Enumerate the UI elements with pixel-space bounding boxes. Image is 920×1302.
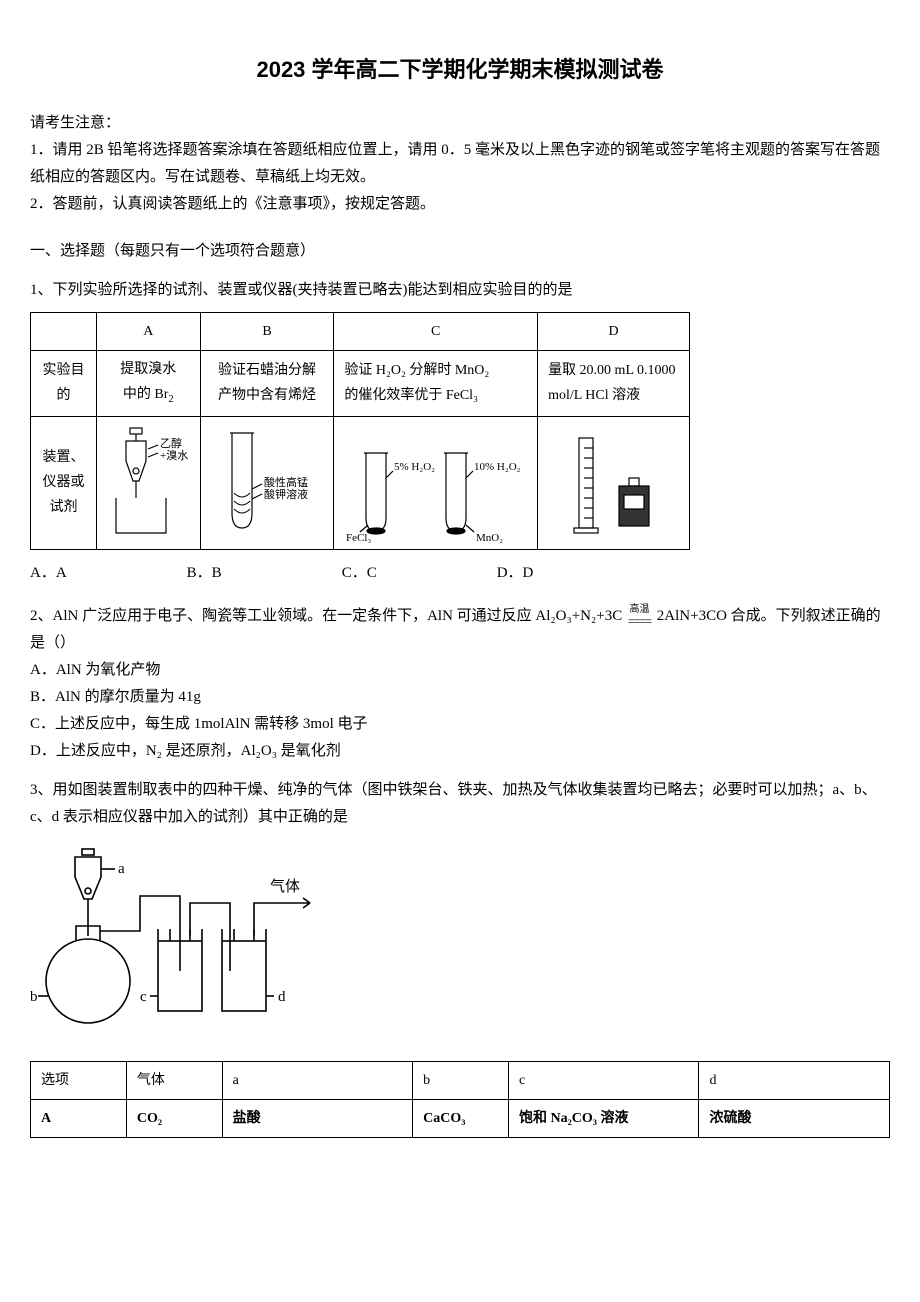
two-tubes-icon: 5% H₂O₂ 10% H₂O₂ FeCl₃ MnO₂: [346, 423, 526, 543]
q2-stem-pre: 2、AlN 广泛应用于电子、陶瓷等工业领域。在一定条件下，AlN 可通过反应 A…: [30, 608, 622, 624]
svgB-label2: 酸钾溶液: [264, 487, 308, 501]
svgB-label1: 酸性高锰: [264, 475, 308, 489]
q3-label-c: c: [140, 989, 147, 1005]
page-title: 2023 学年高二下学期化学期末模拟测试卷: [30, 50, 890, 90]
q3-h-gas: 气体: [126, 1061, 222, 1099]
instructions-lead: 请考生注意：: [30, 110, 890, 137]
q1-opt-D: D．D: [497, 560, 534, 587]
q1-apparatus-B: 酸性高锰 酸钾溶液: [200, 416, 334, 549]
q1-apparatus-A: 乙醇 +溴水: [96, 416, 200, 549]
q1-pB-l1: 验证石蜡油分解: [218, 363, 316, 378]
q3-A-c-b: 饱和 Na₂CO₃ 溶液: [519, 1111, 629, 1126]
q2-opt-A: A．AlN 为氧化产物: [30, 657, 890, 684]
q3-h-d: d: [699, 1061, 890, 1099]
q1-table-header: A B C D: [31, 312, 690, 350]
q3-label-b: b: [30, 989, 38, 1005]
q1-pA-l2: 中的 Br: [123, 387, 169, 402]
q1-opt-C: C．C: [342, 560, 377, 587]
svgC-label2: 10% H₂O₂: [474, 461, 521, 473]
q3-A-d: 浓硫酸: [699, 1099, 890, 1137]
instructions-line1: 1．请用 2B 铅笔将选择题答案涂填在答题纸相应位置上，请用 0．5 毫米及以上…: [30, 137, 890, 191]
q1-stem: 1、下列实验所选择的试剂、装置或仪器(夹持装置已略去)能达到相应实验目的的是: [30, 277, 890, 304]
q3-h-b: b: [413, 1061, 509, 1099]
q1-table: A B C D 实验目的 提取溴水 中的 Br2 验证石蜡油分解 产物中含有烯烃…: [30, 312, 690, 550]
q1-purpose-label: 实验目的: [31, 350, 97, 416]
q3-A-gas-b: CO₂: [137, 1111, 162, 1126]
q1-pD-l1: 量取 20.00 mL 0.1000: [548, 363, 675, 378]
svgA-label2: +溴水: [160, 448, 188, 462]
q1-opt-A: A．A: [30, 560, 67, 587]
q1-pC-l1: 验证 H₂O₂ 分解时 MnO₂: [344, 363, 489, 378]
q1-apparatus-label: 装置、仪器或试剂: [31, 416, 97, 549]
q1-pA-l1: 提取溴水: [120, 362, 176, 377]
q3-h-c: c: [508, 1061, 698, 1099]
q3-row-A: A CO₂ 盐酸 CaCO₃ 饱和 Na₂CO₃ 溶液 浓硫酸: [31, 1099, 890, 1137]
question-3: 3、用如图装置制取表中的四种干燥、纯净的气体（图中铁架台、铁夹、加热及气体收集装…: [30, 777, 890, 1138]
q3-A-opt-b: A: [41, 1111, 51, 1126]
q1-row-apparatus: 装置、仪器或试剂 乙醇: [31, 416, 690, 549]
section1-title: 一、选择题（每题只有一个选项符合题意）: [30, 238, 890, 265]
svgA-label1: 乙醇: [160, 436, 182, 450]
q1-h-blank: [31, 312, 97, 350]
q3-A-a: 盐酸: [222, 1099, 412, 1137]
q1-pB-l2: 产物中含有烯烃: [218, 388, 316, 403]
q1-h-D: D: [538, 312, 690, 350]
q2-stem: 2、AlN 广泛应用于电子、陶瓷等工业领域。在一定条件下，AlN 可通过反应 A…: [30, 603, 890, 657]
q1-opt-B: B．B: [187, 560, 222, 587]
q3-A-c: 饱和 Na₂CO₃ 溶液: [508, 1099, 698, 1137]
q3-label-d: d: [278, 989, 286, 1005]
svgC-label1: 5% H₂O₂: [394, 461, 435, 473]
q3-table: 选项 气体 a b c d A CO₂ 盐酸 CaCO₃ 饱和 Na₂CO₃ 溶…: [30, 1061, 890, 1138]
q3-label-gas: 气体: [270, 878, 300, 895]
q2-eq-stack: 高温 ====: [628, 605, 651, 627]
instructions-line2: 2．答题前，认真阅读答题纸上的《注意事项》，按规定答题。: [30, 191, 890, 218]
q1-row-purpose: 实验目的 提取溴水 中的 Br2 验证石蜡油分解 产物中含有烯烃 验证 H₂O₂…: [31, 350, 690, 416]
q3-h-a: a: [222, 1061, 412, 1099]
gas-apparatus-icon: a b c d 气体: [30, 841, 320, 1041]
q3-A-opt: A: [31, 1099, 127, 1137]
q3-A-gas: CO₂: [126, 1099, 222, 1137]
q3-stem: 3、用如图装置制取表中的四种干燥、纯净的气体（图中铁架台、铁夹、加热及气体收集装…: [30, 777, 890, 831]
q1-purpose-B: 验证石蜡油分解 产物中含有烯烃: [200, 350, 334, 416]
separating-funnel-icon: 乙醇 +溴水: [108, 423, 188, 543]
instructions-block: 请考生注意： 1．请用 2B 铅笔将选择题答案涂填在答题纸相应位置上，请用 0．…: [30, 110, 890, 218]
svgC-label3: FeCl₃: [346, 532, 371, 543]
q3-label-a: a: [118, 861, 125, 877]
q1-purpose-C: 验证 H₂O₂ 分解时 MnO₂ 的催化效率优于 FeCl₃: [334, 350, 538, 416]
q3-apparatus: a b c d 气体: [30, 841, 890, 1051]
q1-h-C: C: [334, 312, 538, 350]
q1-purpose-D: 量取 20.00 mL 0.1000 mol/L HCl 溶液: [538, 350, 690, 416]
question-2: 2、AlN 广泛应用于电子、陶瓷等工业领域。在一定条件下，AlN 可通过反应 A…: [30, 603, 890, 765]
q1-pC-l2: 的催化效率优于 FeCl₃: [344, 388, 478, 403]
q3-table-header: 选项 气体 a b c d: [31, 1061, 890, 1099]
question-1: 1、下列实验所选择的试剂、装置或仪器(夹持装置已略去)能达到相应实验目的的是 A…: [30, 277, 890, 587]
q1-h-A: A: [96, 312, 200, 350]
q2-opt-D: D．上述反应中，N₂ 是还原剂，Al₂O₃ 是氧化剂: [30, 738, 890, 765]
q3-h-opt: 选项: [31, 1061, 127, 1099]
q1-purpose-A: 提取溴水 中的 Br2: [96, 350, 200, 416]
q2-opt-B: B．AlN 的摩尔质量为 41g: [30, 684, 890, 711]
q3-A-a-b: 盐酸: [233, 1111, 261, 1126]
q1-pD-l2: mol/L HCl 溶液: [548, 388, 640, 403]
q3-A-b-b: CaCO₃: [423, 1111, 465, 1126]
q1-h-B: B: [200, 312, 334, 350]
test-tube-icon: 酸性高锰 酸钾溶液: [212, 423, 322, 543]
q2-opt-C: C．上述反应中，每生成 1molAlN 需转移 3mol 电子: [30, 711, 890, 738]
q2-eq-mid: ====: [628, 615, 651, 627]
cylinder-bottle-icon: [554, 423, 674, 543]
svgC-label4: MnO₂: [476, 532, 503, 543]
q1-apparatus-D: [538, 416, 690, 549]
q3-A-b: CaCO₃: [413, 1099, 509, 1137]
q3-A-d-b: 浓硫酸: [709, 1111, 751, 1126]
q1-options: A．A B．B C．C D．D: [30, 560, 890, 587]
q1-pA-sub: 2: [168, 394, 173, 405]
q1-apparatus-C: 5% H₂O₂ 10% H₂O₂ FeCl₃ MnO₂: [334, 416, 538, 549]
